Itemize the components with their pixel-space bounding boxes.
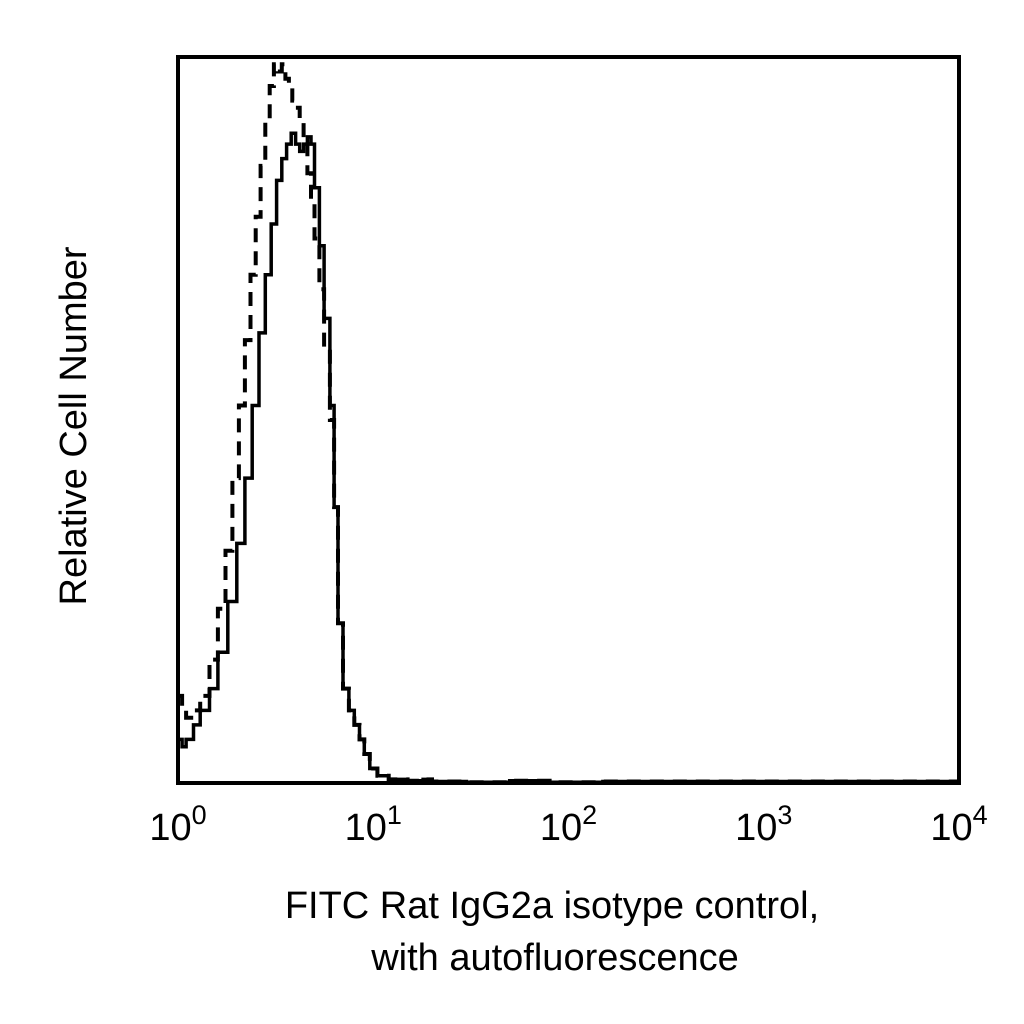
y-axis-label: Relative Cell Number [53,246,95,605]
histogram-series-solid [178,131,961,785]
x-tick-label: 102 [540,800,597,849]
plot-frame [176,55,961,785]
x-tick-label: 104 [930,800,987,849]
histogram-series-dashed [178,62,961,785]
data-layer [178,62,961,785]
x-axis-label-line-2: with autofluorescence [370,937,739,979]
x-tick-label: 103 [735,800,792,849]
x-tick-label: 100 [149,800,206,849]
x-tick-label: 101 [345,800,402,849]
x-tick-labels: 100 101 102 103 104 [149,800,987,849]
x-axis-label-line-1: FITC Rat IgG2a isotype control, [285,885,819,927]
